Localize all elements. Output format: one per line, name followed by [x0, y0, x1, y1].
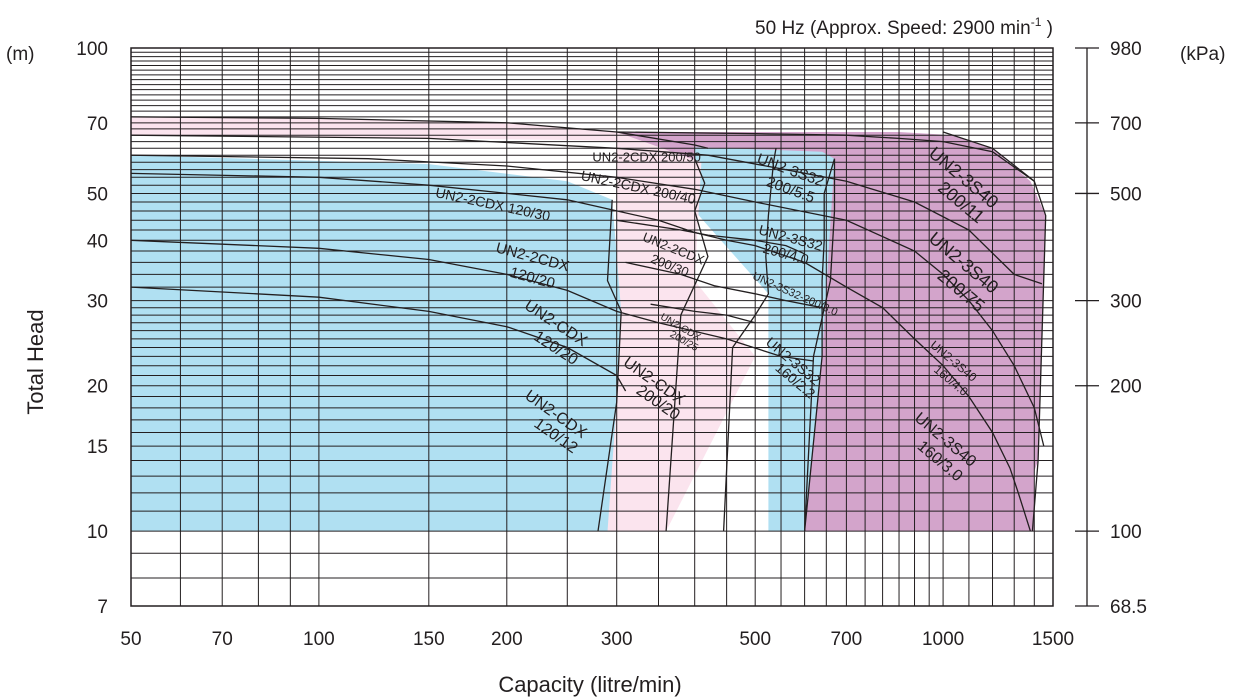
region-3	[131, 155, 622, 532]
chart-title: 50 Hz (Approx. Speed: 2900 min-1 )	[755, 15, 1053, 39]
region-boundary	[597, 199, 622, 532]
model-label-group: UN2-2CDX 200/50	[592, 149, 700, 164]
y-tick-label-left: 20	[87, 377, 108, 398]
region-boundary	[942, 131, 1047, 532]
y-tick-label-left: 7	[97, 597, 108, 618]
x-tick-label: 1000	[922, 629, 964, 650]
axes: 50 70 100 150 200 300 500 700 1000 1500 7 10 15 20 30 4…	[76, 39, 1147, 650]
x-tick-label: 300	[601, 629, 633, 650]
y-axis-title: Total Head	[23, 309, 48, 414]
region-boundary	[803, 158, 836, 532]
x-tick-label: 70	[212, 629, 233, 650]
x-tick-label: 50	[120, 629, 141, 650]
x-axis-title: Capacity (litre/min)	[498, 672, 681, 697]
grid	[130, 47, 1054, 607]
x-tick-label: 150	[413, 629, 445, 650]
x-tick-label: 200	[491, 629, 523, 650]
x-tick-label: 100	[303, 629, 335, 650]
head-curve	[130, 172, 1032, 532]
model-label: UN2-2CDX 200/50	[592, 149, 700, 164]
y-tick-label-right: 500	[1110, 184, 1142, 205]
y-tick-label-left: 30	[87, 292, 108, 313]
region-boundary	[803, 158, 836, 532]
y-tick-label-right: 200	[1110, 377, 1142, 398]
head-curves	[130, 116, 1045, 532]
plot-frame	[130, 47, 1054, 607]
y-tick-label-right: 980	[1110, 39, 1142, 60]
head-curve	[650, 303, 756, 324]
left-unit: (m)	[6, 44, 34, 65]
coverage-regions	[131, 116, 1046, 532]
y-tick-label-left: 15	[87, 437, 108, 458]
region-0	[616, 132, 1046, 532]
right-unit: (kPa)	[1180, 44, 1225, 65]
head-curve	[625, 261, 823, 309]
head-curve	[130, 286, 627, 392]
y-tick-label-left: 70	[87, 114, 108, 135]
head-curve	[616, 219, 805, 255]
y-tick-label-left: 50	[87, 184, 108, 205]
x-tick-label: 700	[831, 629, 863, 650]
region-2	[131, 116, 756, 532]
head-curve	[130, 116, 709, 149]
head-curve	[130, 134, 1043, 285]
x-tick-label: 1500	[1032, 629, 1074, 650]
head-curve	[130, 154, 1045, 447]
y-tick-label-right: 700	[1110, 114, 1142, 135]
y-tick-label-left: 100	[76, 39, 108, 60]
head-curve	[616, 131, 1035, 182]
x-tick-label: 500	[739, 629, 771, 650]
title-superscript: -1	[1031, 15, 1042, 29]
y-tick-label-right: 100	[1110, 522, 1142, 543]
y-tick-label-left: 40	[87, 231, 108, 252]
y-tick-label-right: 68.5	[1110, 597, 1147, 618]
y-tick-label-left: 10	[87, 522, 108, 543]
y-tick-label-right: 300	[1110, 292, 1142, 313]
region-1	[694, 147, 835, 532]
head-curve	[130, 239, 814, 362]
